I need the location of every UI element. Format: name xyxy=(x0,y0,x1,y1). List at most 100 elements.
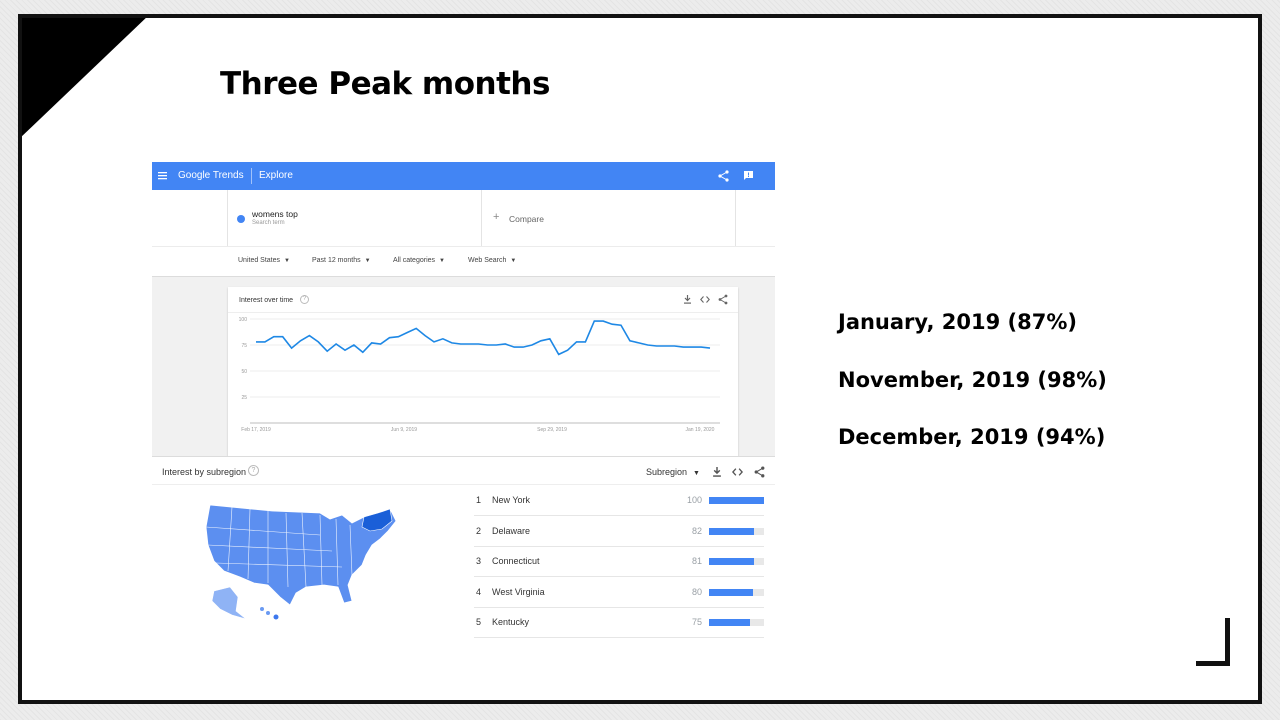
corner-triangle-decoration xyxy=(22,18,146,137)
x-tick-label: Sep 29, 2019 xyxy=(537,427,567,433)
region-value: 75 xyxy=(691,617,702,627)
google-trends-screenshot: Google Trends Explore womens top Search … xyxy=(152,162,775,640)
interest-over-time-chart: 100 75 50 25 Feb 17, 2019 Jun 9, 2019 Sep 29,… xyxy=(239,317,720,433)
value-bar-fill xyxy=(709,589,753,596)
search-divider-bottom xyxy=(152,246,775,247)
value-bar-track xyxy=(709,619,764,626)
value-bar-fill xyxy=(709,558,754,565)
series-line xyxy=(256,320,711,356)
region-row-1[interactable]: 1 New York 100 xyxy=(474,485,764,516)
x-tick-label: Feb 17, 2019 xyxy=(241,427,271,433)
search-divider-right xyxy=(735,190,736,246)
hawaii-shape xyxy=(260,607,264,611)
subregion-dropdown[interactable]: Subregion ▼ xyxy=(646,467,700,477)
region-value: 82 xyxy=(691,526,702,536)
filter-category-label: All categories xyxy=(393,257,436,264)
card-divider xyxy=(152,484,775,485)
y-tick-label: 50 xyxy=(241,369,247,375)
trends-header: Google Trends Explore xyxy=(152,162,775,190)
download-icon[interactable] xyxy=(712,467,722,477)
chevron-down-icon: ▼ xyxy=(693,470,700,477)
download-icon[interactable] xyxy=(683,295,692,304)
interest-by-subregion-title: Interest by subregion xyxy=(162,467,247,477)
search-term-sublabel: Search term xyxy=(252,220,285,226)
region-name: Delaware xyxy=(492,526,531,536)
slide: Three Peak months January, 2019 (87%) No… xyxy=(18,14,1262,704)
header-divider xyxy=(251,168,252,184)
filter-time[interactable]: Past 12 months ▼ xyxy=(312,257,371,264)
card-divider xyxy=(228,312,738,313)
trends-brand[interactable]: Google Trends xyxy=(178,170,244,181)
share-icon[interactable] xyxy=(718,170,729,182)
value-bar-fill xyxy=(709,528,755,535)
region-name: West Virginia xyxy=(492,587,545,597)
value-bar-track xyxy=(709,528,764,535)
hawaii-shape xyxy=(273,614,279,620)
peak-month-1: January, 2019 (87%) xyxy=(838,310,1077,334)
value-bar-fill xyxy=(709,619,751,626)
search-divider-left xyxy=(227,190,228,246)
rank-number: 1 xyxy=(476,495,482,505)
contiguous-us-shape xyxy=(205,504,397,606)
explore-label[interactable]: Explore xyxy=(259,170,293,181)
y-tick-label: 100 xyxy=(239,317,248,323)
region-value: 100 xyxy=(686,495,702,505)
rank-number: 2 xyxy=(476,526,482,536)
region-row-4[interactable]: 4 West Virginia 80 xyxy=(474,577,764,608)
interest-by-subregion-card: Interest by subregion ? Subregion ▼ 1 New… xyxy=(152,456,775,640)
region-row-3[interactable]: 3 Connecticut 81 xyxy=(474,546,764,577)
value-bar-track xyxy=(709,589,764,596)
share-icon[interactable] xyxy=(718,294,728,305)
chevron-down-icon: ▼ xyxy=(364,258,371,264)
rank-number: 5 xyxy=(476,617,482,627)
region-name: Kentucky xyxy=(492,617,530,627)
y-tick-label: 75 xyxy=(241,343,247,349)
embed-code-icon[interactable] xyxy=(732,467,743,477)
rank-number: 3 xyxy=(476,556,482,566)
share-icon[interactable] xyxy=(754,466,765,478)
region-name: New York xyxy=(492,495,531,505)
filter-location-label: United States xyxy=(238,257,281,264)
value-bar-track xyxy=(709,558,764,565)
region-row-2[interactable]: 2 Delaware 82 xyxy=(474,516,764,547)
interest-over-time-title: Interest over time xyxy=(239,297,294,304)
peak-month-2: November, 2019 (98%) xyxy=(838,368,1107,392)
help-icon[interactable]: ? xyxy=(300,295,309,304)
region-name: Connecticut xyxy=(492,556,540,566)
search-term-label[interactable]: womens top xyxy=(252,209,298,219)
embed-code-icon[interactable] xyxy=(700,295,710,304)
peak-month-3: December, 2019 (94%) xyxy=(838,425,1106,449)
filter-time-label: Past 12 months xyxy=(312,257,361,264)
filter-category[interactable]: All categories ▼ xyxy=(393,257,445,264)
chevron-down-icon: ▼ xyxy=(439,258,445,264)
state-borders xyxy=(205,506,353,588)
interest-over-time-card: Interest over time ? 100 75 50 25 Feb 17, 2… xyxy=(228,287,738,457)
new-york-region xyxy=(361,508,393,532)
search-terms-bar: womens top Search term + Compare xyxy=(152,190,775,277)
chevron-down-icon: ▼ xyxy=(284,258,290,264)
us-subregion-map xyxy=(205,504,397,620)
corner-bracket-decoration xyxy=(1196,618,1230,666)
feedback-icon[interactable] xyxy=(743,170,754,181)
help-icon[interactable]: ? xyxy=(248,465,259,476)
value-bar-track xyxy=(709,497,764,504)
region-row-5[interactable]: 5 Kentucky 75 xyxy=(474,607,764,638)
slide-title: Three Peak months xyxy=(220,66,550,102)
region-value: 80 xyxy=(691,587,702,597)
filter-search-type-label: Web Search xyxy=(468,257,507,264)
filter-location[interactable]: United States ▼ xyxy=(238,257,290,264)
compare-button[interactable]: Compare xyxy=(509,214,544,224)
rank-number: 4 xyxy=(476,587,482,597)
y-tick-label: 25 xyxy=(241,395,247,401)
chevron-down-icon: ▼ xyxy=(510,258,517,264)
plus-icon[interactable]: + xyxy=(493,211,500,223)
filter-search-type[interactable]: Web Search ▼ xyxy=(468,257,516,264)
x-tick-label: Jun 9, 2019 xyxy=(391,427,417,433)
hawaii-shape xyxy=(266,611,270,615)
x-tick-label: Jan 19, 2020 xyxy=(686,427,715,433)
series-color-dot xyxy=(237,215,245,223)
value-bar-fill xyxy=(709,497,764,504)
subregion-dropdown-label: Subregion xyxy=(646,467,688,477)
menu-icon[interactable] xyxy=(158,172,168,180)
search-divider-mid xyxy=(481,190,482,246)
